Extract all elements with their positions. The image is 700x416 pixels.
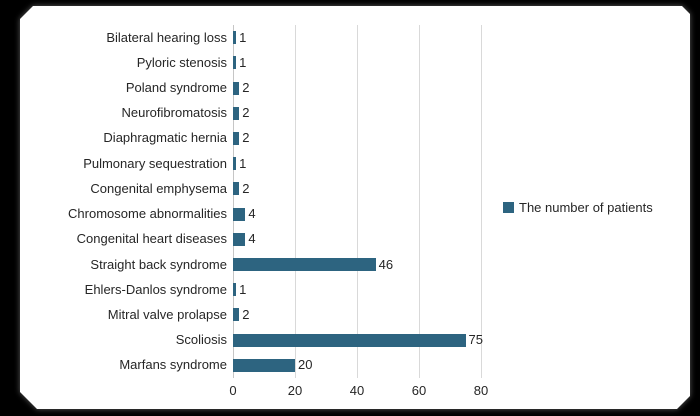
bar bbox=[233, 132, 239, 145]
category-label: Neurofibromatosis bbox=[121, 105, 227, 121]
bar bbox=[233, 82, 239, 95]
y-axis-line bbox=[233, 25, 234, 378]
x-tick-label: 40 bbox=[349, 383, 365, 398]
gridline bbox=[419, 25, 420, 378]
x-tick-label: 0 bbox=[229, 383, 237, 398]
bar bbox=[233, 258, 376, 271]
bar bbox=[233, 208, 245, 221]
value-label: 4 bbox=[248, 231, 256, 247]
x-tick-label: 80 bbox=[473, 383, 489, 398]
x-tick-label: 60 bbox=[411, 383, 427, 398]
category-label: Pyloric stenosis bbox=[136, 54, 227, 70]
gridline bbox=[357, 25, 358, 378]
category-label: Congenital heart diseases bbox=[76, 231, 227, 247]
category-label: Poland syndrome bbox=[125, 80, 227, 96]
value-label: 2 bbox=[242, 306, 250, 322]
chart-panel: The number of patients 0 20 40 60 80 Bilatera… bbox=[20, 6, 690, 409]
value-label: 1 bbox=[239, 281, 247, 297]
bar bbox=[233, 182, 239, 195]
value-label: 46 bbox=[378, 256, 394, 272]
value-label: 20 bbox=[298, 357, 313, 373]
legend: The number of patients bbox=[503, 200, 653, 215]
gridline bbox=[295, 25, 296, 378]
gridline bbox=[481, 25, 482, 378]
x-tick-label: 20 bbox=[287, 383, 303, 398]
bar bbox=[233, 359, 295, 372]
category-label: Diaphragmatic hernia bbox=[103, 130, 227, 146]
chart-panel-wrapper: The number of patients 0 20 40 60 80 Bilatera… bbox=[20, 6, 690, 409]
value-label: 4 bbox=[248, 206, 256, 222]
legend-label: The number of patients bbox=[519, 200, 653, 215]
bar bbox=[233, 334, 466, 347]
value-label: 2 bbox=[242, 130, 250, 146]
category-label: Bilateral hearing loss bbox=[106, 29, 227, 45]
bar bbox=[233, 308, 239, 321]
bar bbox=[233, 283, 236, 296]
bar bbox=[233, 31, 236, 44]
category-label: Pulmonary sequestration bbox=[83, 155, 227, 171]
value-label: 2 bbox=[242, 80, 250, 96]
legend-square-marker-icon bbox=[503, 202, 514, 213]
value-label: 2 bbox=[242, 105, 250, 121]
category-label: Congenital emphysema bbox=[90, 180, 227, 196]
bar bbox=[233, 56, 236, 69]
bar bbox=[233, 107, 239, 120]
value-label: 1 bbox=[239, 29, 247, 45]
bar bbox=[233, 233, 245, 246]
bar bbox=[233, 157, 236, 170]
category-label: Ehlers-Danlos syndrome bbox=[84, 281, 227, 297]
bar-chart: The number of patients 0 20 40 60 80 Bilatera… bbox=[20, 6, 690, 409]
category-label: Marfans syndrome bbox=[119, 357, 227, 373]
category-label: Scoliosis bbox=[175, 332, 227, 348]
value-label: 1 bbox=[239, 155, 247, 171]
category-label: Mitral valve prolapse bbox=[107, 306, 227, 322]
value-label: 2 bbox=[242, 180, 250, 196]
value-label: 75 bbox=[468, 332, 483, 348]
value-label: 1 bbox=[239, 54, 247, 70]
category-label: Chromosome abnormalities bbox=[68, 206, 227, 222]
category-label: Straight back syndrome bbox=[90, 256, 227, 272]
